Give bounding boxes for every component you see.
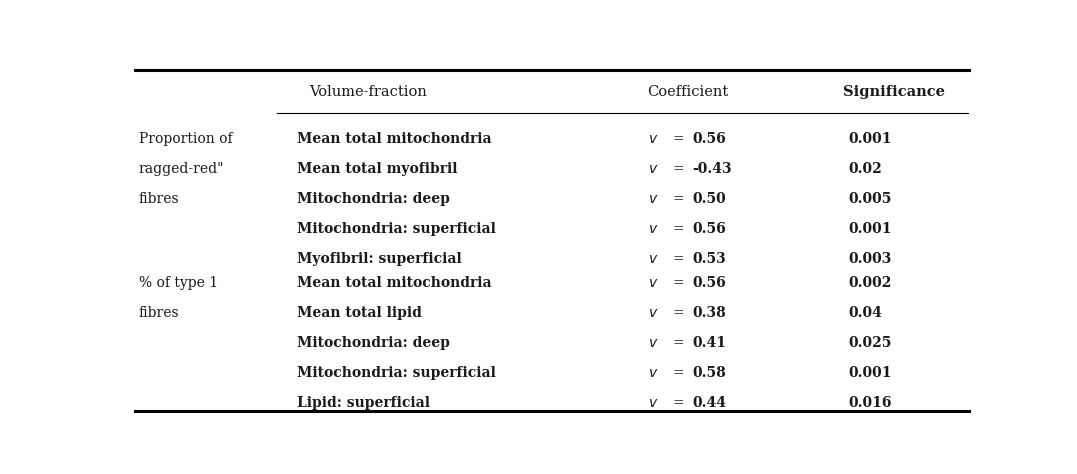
Text: =: = [673, 132, 685, 146]
Text: $\mathit{v}$: $\mathit{v}$ [648, 366, 658, 380]
Text: 0.50: 0.50 [693, 192, 726, 206]
Text: $\mathit{v}$: $\mathit{v}$ [648, 396, 658, 410]
Text: =: = [673, 306, 685, 320]
Text: =: = [673, 252, 685, 266]
Text: Myofibril: superficial: Myofibril: superficial [297, 252, 462, 266]
Text: Coefficient: Coefficient [647, 84, 729, 99]
Text: 0.58: 0.58 [693, 366, 726, 380]
Text: Significance: Significance [843, 84, 946, 99]
Text: Mean total lipid: Mean total lipid [297, 306, 422, 320]
Text: Mean total mitochondria: Mean total mitochondria [297, 132, 492, 146]
Text: 0.56: 0.56 [693, 222, 726, 236]
Text: $\mathit{v}$: $\mathit{v}$ [648, 306, 658, 320]
Text: 0.53: 0.53 [693, 252, 726, 266]
Text: 0.003: 0.003 [849, 252, 892, 266]
Text: Mitochondria: deep: Mitochondria: deep [297, 336, 450, 350]
Text: Volume-fraction: Volume-fraction [309, 84, 428, 99]
Text: 0.41: 0.41 [693, 336, 726, 350]
Text: $\mathit{v}$: $\mathit{v}$ [648, 336, 658, 350]
Text: 0.02: 0.02 [849, 162, 882, 176]
Text: $\mathit{v}$: $\mathit{v}$ [648, 132, 658, 146]
Text: $\mathit{v}$: $\mathit{v}$ [648, 252, 658, 266]
Text: =: = [673, 162, 685, 176]
Text: ragged-red": ragged-red" [139, 162, 224, 176]
Text: 0.38: 0.38 [693, 306, 726, 320]
Text: $\mathit{v}$: $\mathit{v}$ [648, 192, 658, 206]
Text: Mitochondria: superficial: Mitochondria: superficial [297, 222, 496, 236]
Text: Mitochondria: superficial: Mitochondria: superficial [297, 366, 496, 380]
Text: $\mathit{v}$: $\mathit{v}$ [648, 276, 658, 290]
Text: 0.001: 0.001 [849, 366, 892, 380]
Text: Mean total myofibril: Mean total myofibril [297, 162, 458, 176]
Text: 0.04: 0.04 [849, 306, 882, 320]
Text: =: = [673, 396, 685, 410]
Text: 0.016: 0.016 [849, 396, 892, 410]
Text: fibres: fibres [139, 192, 180, 206]
Text: =: = [673, 222, 685, 236]
Text: Proportion of: Proportion of [139, 132, 233, 146]
Text: 0.001: 0.001 [849, 222, 892, 236]
Text: fibres: fibres [139, 306, 180, 320]
Text: 0.001: 0.001 [849, 132, 892, 146]
Text: 0.005: 0.005 [849, 192, 892, 206]
Text: =: = [673, 336, 685, 350]
Text: =: = [673, 276, 685, 290]
Text: % of type 1: % of type 1 [139, 276, 218, 290]
Text: =: = [673, 192, 685, 206]
Text: 0.44: 0.44 [693, 396, 726, 410]
Text: =: = [673, 366, 685, 380]
Text: -0.43: -0.43 [693, 162, 731, 176]
Text: $\mathit{v}$: $\mathit{v}$ [648, 162, 658, 176]
Text: 0.56: 0.56 [693, 132, 726, 146]
Text: Lipid: superficial: Lipid: superficial [297, 396, 431, 410]
Text: 0.56: 0.56 [693, 276, 726, 290]
Text: Mean total mitochondria: Mean total mitochondria [297, 276, 492, 290]
Text: $\mathit{v}$: $\mathit{v}$ [648, 222, 658, 236]
Text: 0.002: 0.002 [849, 276, 892, 290]
Text: Mitochondria: deep: Mitochondria: deep [297, 192, 450, 206]
Text: 0.025: 0.025 [849, 336, 892, 350]
